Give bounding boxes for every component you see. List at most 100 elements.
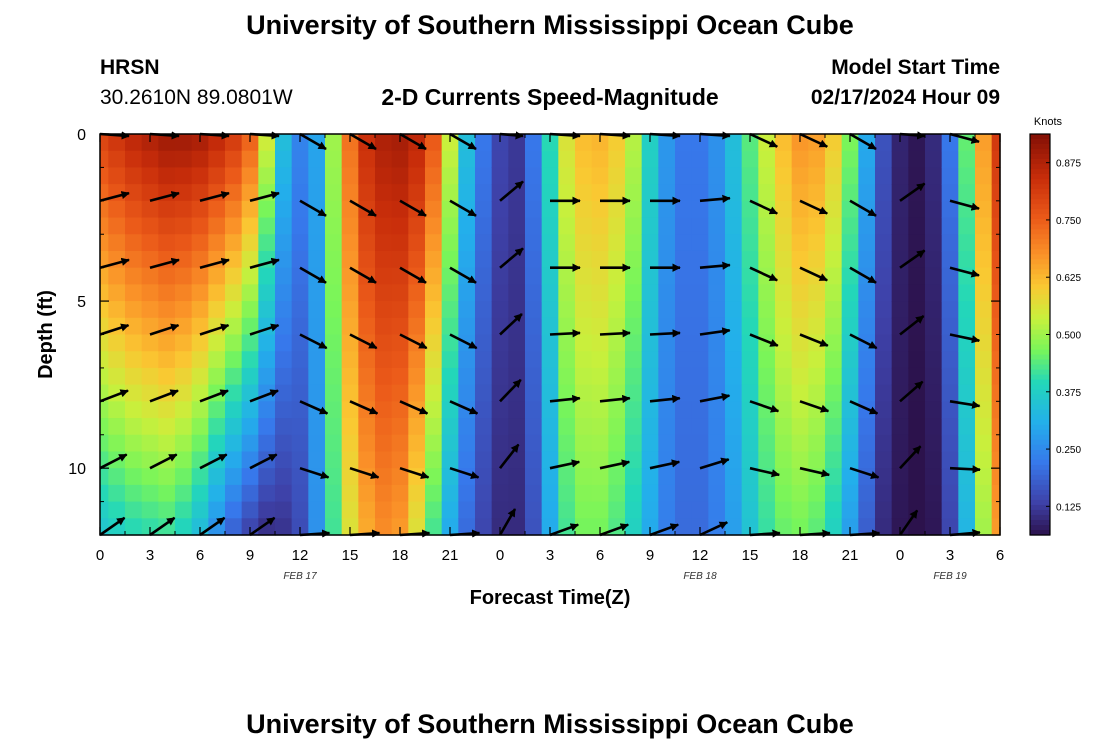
heat-cell <box>791 501 809 519</box>
heat-cell <box>941 418 959 436</box>
current-arrow <box>349 400 379 415</box>
heat-cell <box>941 451 959 469</box>
heat-cell <box>291 334 309 352</box>
heat-cell <box>191 384 209 402</box>
heat-cell <box>291 284 309 302</box>
heat-cell <box>358 150 376 169</box>
heat-cell <box>875 217 893 235</box>
heat-cell <box>441 501 459 519</box>
heat-cell <box>125 434 143 453</box>
heat-cell <box>641 351 659 369</box>
heat-cell <box>341 267 359 285</box>
heat-cell <box>841 351 859 369</box>
heat-cell <box>475 468 493 486</box>
heat-cell <box>258 167 276 185</box>
heat-cell <box>941 217 959 235</box>
heat-cell <box>100 434 109 453</box>
heat-cell <box>658 418 676 436</box>
heat-cell <box>908 518 926 536</box>
heat-cell <box>441 150 459 169</box>
heat-cell <box>758 434 776 453</box>
heat-cell <box>191 150 209 169</box>
heat-cell <box>225 401 243 419</box>
current-arrow <box>249 516 276 537</box>
heat-cell <box>441 167 459 185</box>
heat-cell <box>491 301 509 319</box>
heat-cell <box>758 284 776 302</box>
heat-cell <box>525 501 543 519</box>
heat-cell <box>141 367 159 386</box>
heat-cell <box>391 217 409 235</box>
heat-cell <box>608 150 626 169</box>
current-arrow <box>898 509 919 536</box>
heat-cell <box>675 451 693 469</box>
heat-cell <box>525 401 543 419</box>
heat-cell <box>975 284 993 302</box>
heat-cell <box>841 134 859 152</box>
heat-cell <box>958 434 976 453</box>
current-arrow <box>399 466 430 480</box>
heat-cell <box>525 217 543 235</box>
heat-cell <box>975 434 993 453</box>
heat-cell <box>791 434 809 453</box>
colorbar-cell <box>1030 459 1050 466</box>
heat-cell <box>308 367 326 386</box>
current-arrow <box>149 516 176 537</box>
heat-cell <box>808 367 826 386</box>
heat-cell <box>175 284 193 302</box>
heat-cell <box>691 484 709 503</box>
heat-cell <box>675 401 693 419</box>
heat-cell <box>525 234 543 252</box>
heat-cell <box>858 384 876 402</box>
current-arrow <box>199 191 230 203</box>
heat-cell <box>775 401 793 419</box>
heat-cell <box>841 501 859 519</box>
current-arrow <box>649 459 681 470</box>
heat-cell <box>175 434 193 453</box>
heat-cell <box>725 284 743 302</box>
heat-cell <box>641 250 659 269</box>
heat-cell <box>525 250 543 269</box>
heat-cell <box>625 250 643 269</box>
heat-cell <box>358 418 376 436</box>
station-coordinates: 30.2610N 89.0801W <box>100 86 293 109</box>
heat-cell <box>175 217 193 235</box>
heat-cell <box>391 167 409 185</box>
heat-cell <box>208 217 226 235</box>
heat-cell <box>991 184 1001 202</box>
heat-cell <box>591 434 609 453</box>
heat-cell <box>575 501 593 519</box>
current-arrow <box>949 400 981 409</box>
current-arrow <box>699 392 731 403</box>
heat-cell <box>541 250 559 269</box>
heat-cell <box>191 167 209 185</box>
heat-cell <box>375 267 393 285</box>
heat-cell <box>141 250 159 269</box>
current-arrow <box>399 400 429 415</box>
heat-cell <box>241 150 259 169</box>
heat-cell <box>241 434 259 453</box>
heat-cell <box>491 351 509 369</box>
heat-cell <box>641 367 659 386</box>
heat-cell <box>975 250 993 269</box>
heat-cell <box>141 484 159 503</box>
heat-cell <box>908 351 926 369</box>
heat-cell <box>675 334 693 352</box>
heat-cell <box>175 150 193 169</box>
heat-cell <box>408 434 426 453</box>
heat-cell <box>458 518 476 536</box>
heat-cell <box>975 401 993 419</box>
heat-cell <box>841 184 859 202</box>
current-arrow <box>599 523 629 537</box>
heat-cell <box>608 334 626 352</box>
heat-cell <box>141 284 159 302</box>
heat-cell <box>825 234 843 252</box>
heat-cell <box>758 351 776 369</box>
heat-cell <box>991 434 1001 453</box>
current-arrow <box>649 394 681 404</box>
heat-cell <box>875 418 893 436</box>
heat-cell <box>691 267 709 285</box>
heat-cell <box>825 418 843 436</box>
heat-cell <box>841 217 859 235</box>
heat-cell <box>108 200 126 219</box>
